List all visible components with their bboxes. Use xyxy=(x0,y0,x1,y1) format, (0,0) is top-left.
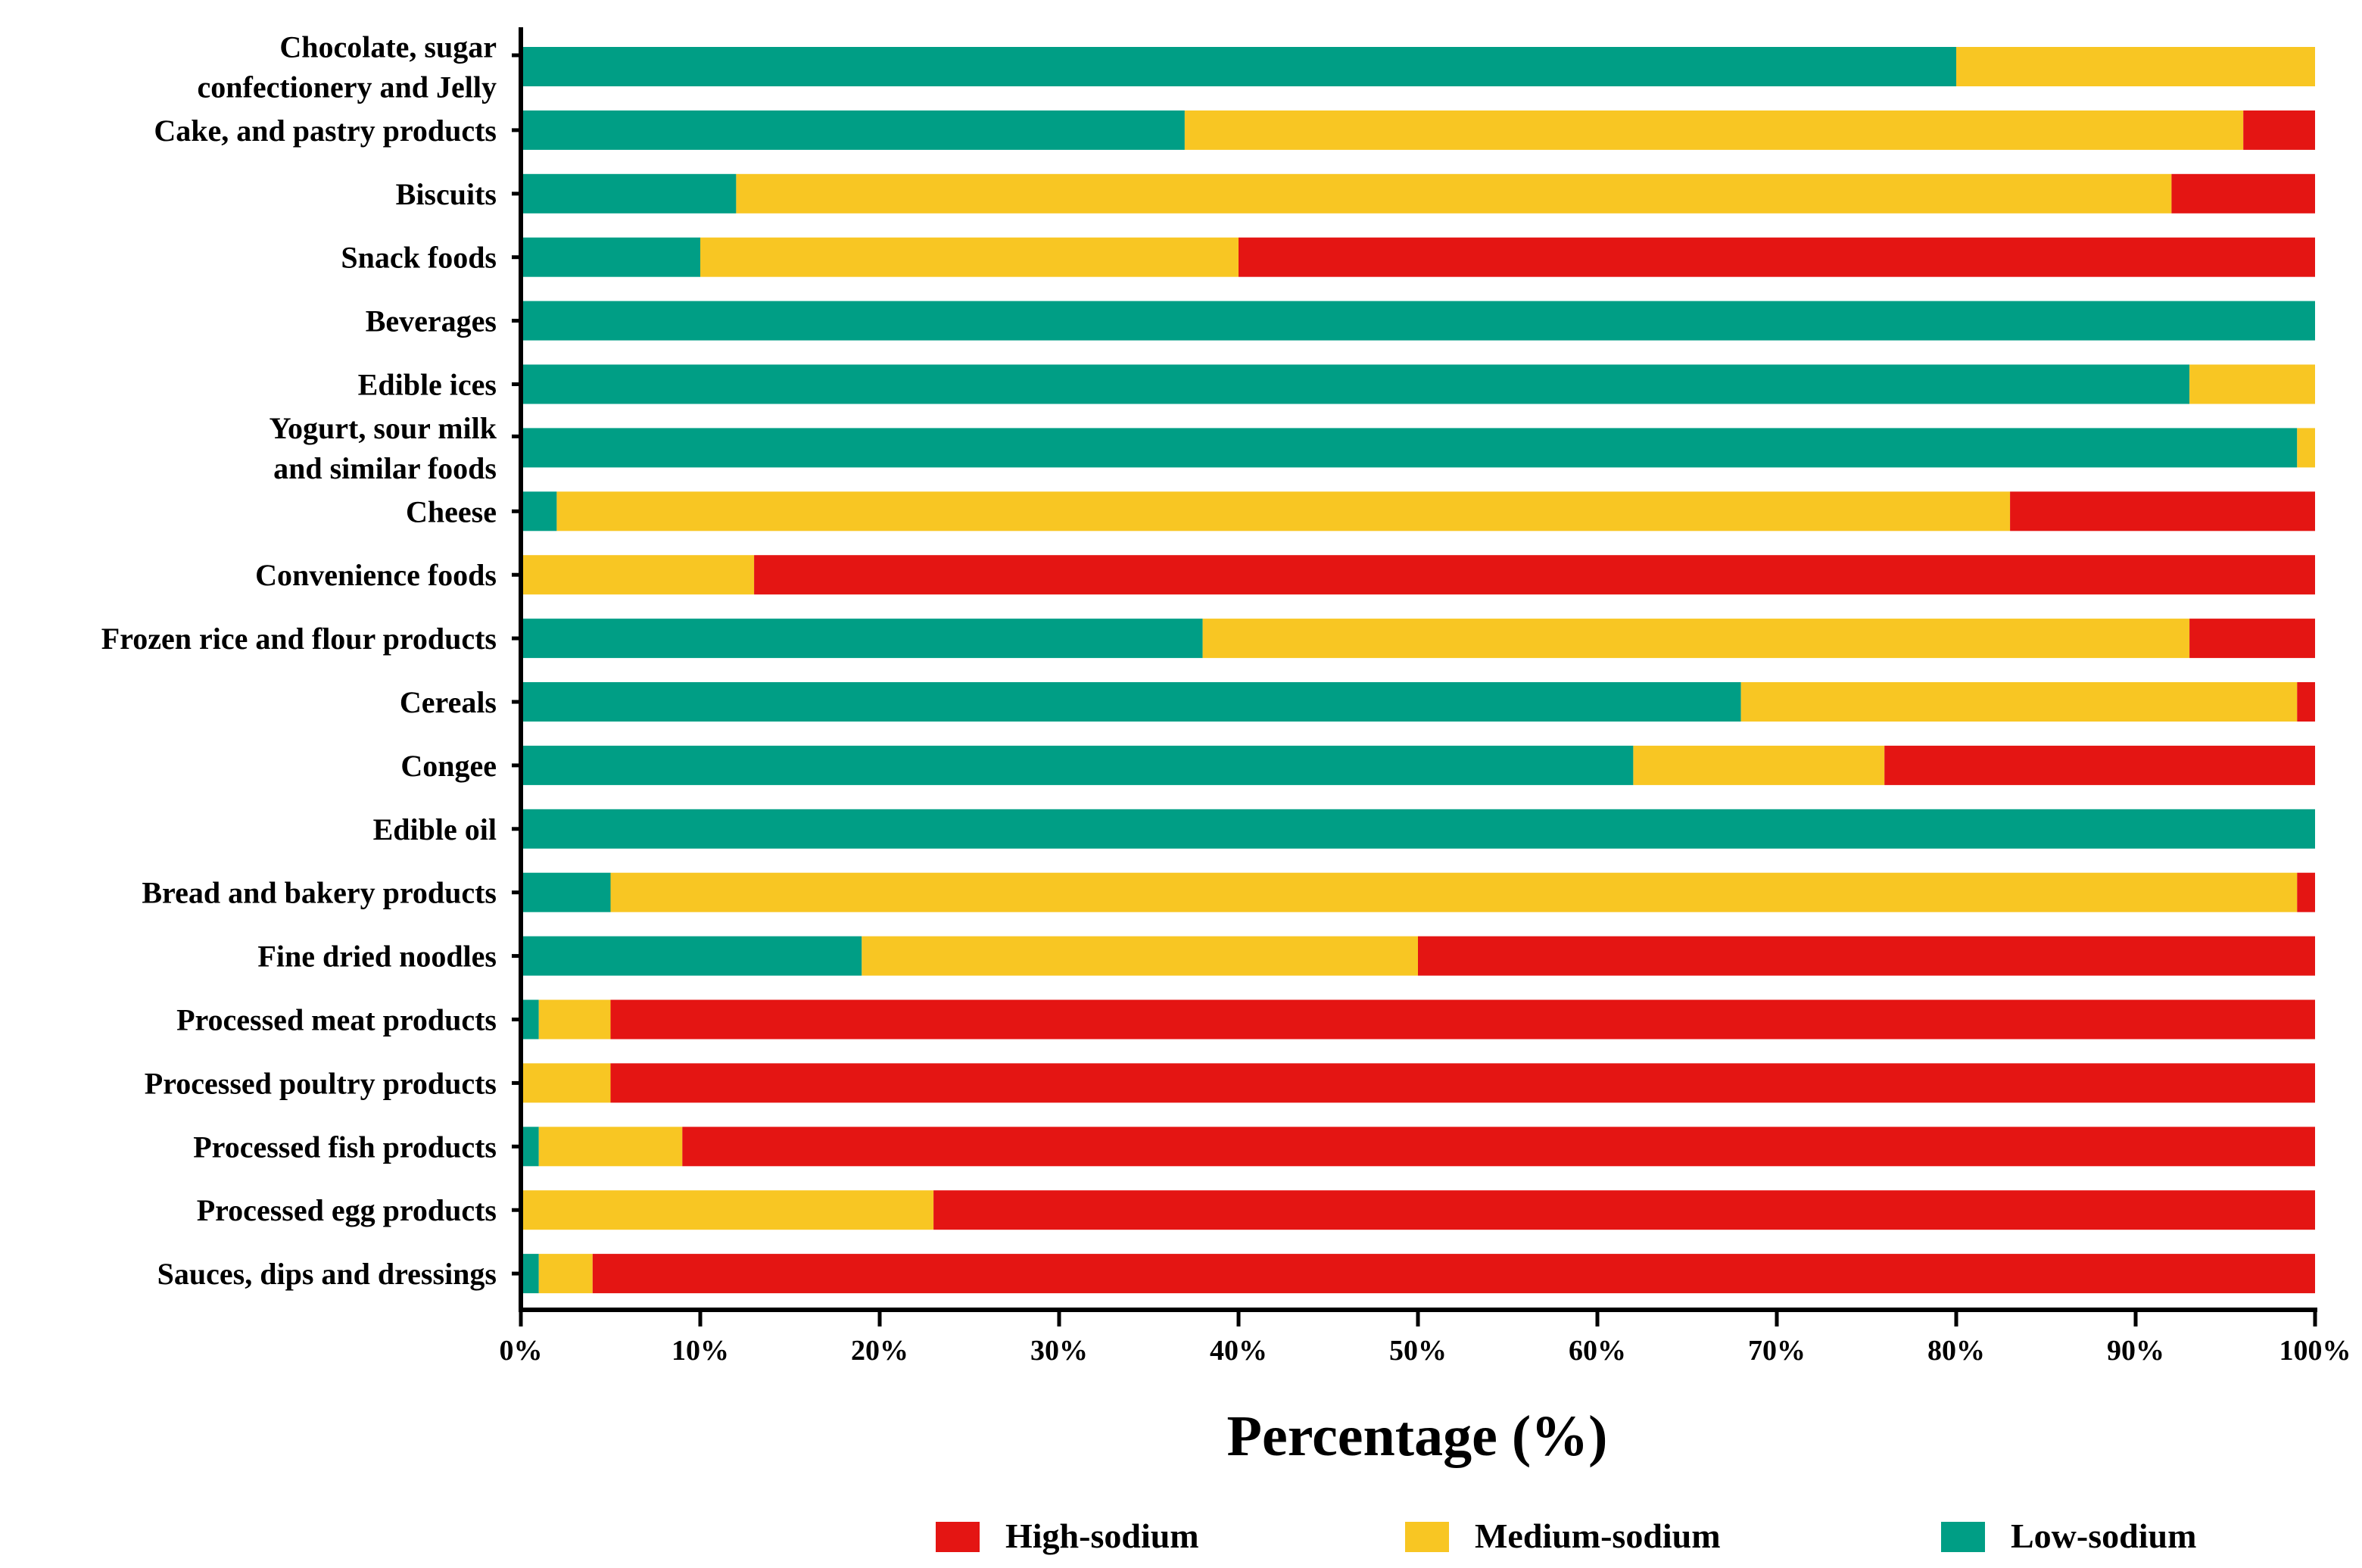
x-tick-label-8: 80% xyxy=(1927,1335,1985,1367)
bar-high-sodium-14 xyxy=(1418,936,2315,976)
category-labels: Chocolate, sugar confectionery and Jelly C… xyxy=(101,30,497,1292)
axes-layer xyxy=(512,27,2317,1326)
bar-medium-sodium-11 xyxy=(1633,745,1885,785)
bar-medium-sodium-17 xyxy=(538,1127,683,1167)
category-label-7: Cheese xyxy=(406,494,497,528)
x-tick-label-5: 50% xyxy=(1389,1335,1447,1367)
bar-medium-sodium-3 xyxy=(700,237,1239,277)
x-tick-label-1: 10% xyxy=(672,1335,729,1367)
bar-high-sodium-10 xyxy=(2297,682,2315,722)
bar-medium-sodium-14 xyxy=(862,936,1418,976)
bar-low-sodium-10 xyxy=(521,682,1741,722)
x-tick-label-0: 0% xyxy=(500,1335,543,1367)
category-label-19: Sauces, dips and dressings xyxy=(157,1257,497,1291)
category-label-15: Processed meat products xyxy=(176,1003,497,1037)
category-label-11: Congee xyxy=(400,749,497,783)
category-label-13: Bread and bakery products xyxy=(142,876,497,910)
bar-medium-sodium-2 xyxy=(736,173,2172,214)
category-label-0-line-1: confectionery and Jelly xyxy=(198,70,497,104)
bar-medium-sodium-10 xyxy=(1740,682,2298,722)
bar-low-sodium-1 xyxy=(521,110,1185,150)
bar-low-sodium-17 xyxy=(521,1127,539,1167)
bar-medium-sodium-6 xyxy=(2297,428,2315,468)
bar-high-sodium-11 xyxy=(1884,745,2315,785)
category-label-0-line-0: Chocolate, sugar xyxy=(279,30,497,64)
bar-high-sodium-2 xyxy=(2171,173,2315,214)
bar-high-sodium-15 xyxy=(610,999,2315,1040)
bar-low-sodium-15 xyxy=(521,999,539,1040)
bar-high-sodium-8 xyxy=(754,555,2315,595)
bar-high-sodium-9 xyxy=(2189,619,2315,659)
bar-low-sodium-19 xyxy=(521,1254,539,1294)
category-label-4: Beverages xyxy=(366,304,497,338)
category-label-5: Edible ices xyxy=(358,368,497,402)
bar-high-sodium-1 xyxy=(2243,110,2315,150)
bar-low-sodium-0 xyxy=(521,47,1956,86)
x-tick-label-10: 100% xyxy=(2279,1335,2351,1367)
category-label-14: Fine dried noodles xyxy=(257,940,497,974)
bar-medium-sodium-7 xyxy=(556,491,2011,531)
bar-medium-sodium-1 xyxy=(1184,110,2244,150)
bar-high-sodium-18 xyxy=(933,1190,2315,1230)
bar-low-sodium-13 xyxy=(521,872,611,912)
bar-medium-sodium-15 xyxy=(538,999,611,1040)
category-label-6-line-0: Yogurt, sour milk xyxy=(270,411,497,445)
bar-low-sodium-12 xyxy=(521,809,2315,849)
bars-layer xyxy=(521,47,2315,1294)
bar-medium-sodium-9 xyxy=(1202,619,2190,659)
bar-high-sodium-17 xyxy=(682,1127,2315,1167)
bar-medium-sodium-19 xyxy=(538,1254,593,1294)
legend-label-high-sodium: High-sodium xyxy=(1005,1517,1199,1555)
bar-low-sodium-7 xyxy=(521,491,557,531)
x-tick-label-2: 20% xyxy=(851,1335,908,1367)
bar-medium-sodium-8 xyxy=(521,555,755,595)
bar-medium-sodium-16 xyxy=(521,1063,611,1103)
category-label-8: Convenience foods xyxy=(255,558,497,592)
legend-label-medium-sodium: Medium-sodium xyxy=(1475,1517,1721,1555)
bar-medium-sodium-18 xyxy=(521,1190,934,1230)
bar-low-sodium-4 xyxy=(521,301,2315,341)
bar-high-sodium-13 xyxy=(2297,872,2315,912)
legend-swatch-low-sodium xyxy=(1941,1522,1985,1552)
legend-label-low-sodium: Low-sodium xyxy=(2011,1517,2196,1555)
category-label-18: Processed egg products xyxy=(197,1193,497,1227)
bar-high-sodium-3 xyxy=(1239,237,2315,277)
bar-high-sodium-16 xyxy=(610,1063,2315,1103)
bar-low-sodium-3 xyxy=(521,237,700,277)
category-label-6-line-1: and similar foods xyxy=(273,451,497,485)
bar-low-sodium-2 xyxy=(521,173,737,214)
x-tick-label-3: 30% xyxy=(1030,1335,1088,1367)
bar-low-sodium-9 xyxy=(521,619,1203,659)
bar-medium-sodium-13 xyxy=(610,872,2298,912)
bar-low-sodium-14 xyxy=(521,936,862,976)
x-tick-label-4: 40% xyxy=(1210,1335,1267,1367)
bar-medium-sodium-0 xyxy=(1956,47,2315,86)
category-label-2: Biscuits xyxy=(396,177,497,211)
legend-swatch-high-sodium xyxy=(936,1522,980,1552)
x-axis-title: Percentage (%) xyxy=(1227,1404,1608,1468)
category-label-17: Processed fish products xyxy=(193,1130,497,1164)
category-label-3: Snack foods xyxy=(341,241,497,275)
bar-low-sodium-5 xyxy=(521,364,2190,404)
bar-low-sodium-11 xyxy=(521,745,1634,785)
x-tick-label-6: 60% xyxy=(1569,1335,1626,1367)
legend: High-sodium Medium-sodium Low-sodium xyxy=(936,1517,2196,1555)
category-label-1: Cake, and pastry products xyxy=(154,114,497,148)
category-label-16: Processed poultry products xyxy=(145,1066,497,1100)
category-label-10: Cereals xyxy=(400,685,497,719)
bar-low-sodium-6 xyxy=(521,428,2298,468)
x-tick-label-7: 70% xyxy=(1748,1335,1806,1367)
category-label-9: Frozen rice and flour products xyxy=(101,622,497,656)
x-tick-label-9: 90% xyxy=(2107,1335,2164,1367)
bar-high-sodium-19 xyxy=(592,1254,2315,1294)
bar-medium-sodium-5 xyxy=(2189,364,2315,404)
category-label-12: Edible oil xyxy=(373,812,497,846)
x-tick-labels: 0% 10% 20% 30% 40% 50% 60% 70% 80% 90% 100% xyxy=(500,1335,2351,1367)
bar-high-sodium-7 xyxy=(2010,491,2315,531)
legend-swatch-medium-sodium xyxy=(1405,1522,1449,1552)
